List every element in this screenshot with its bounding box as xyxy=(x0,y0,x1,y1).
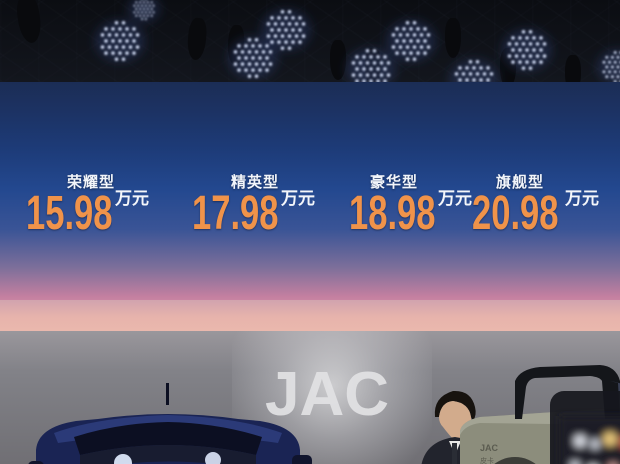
svg-text:皮卡: 皮卡 xyxy=(480,456,494,464)
svg-text:JAC: JAC xyxy=(480,443,499,453)
